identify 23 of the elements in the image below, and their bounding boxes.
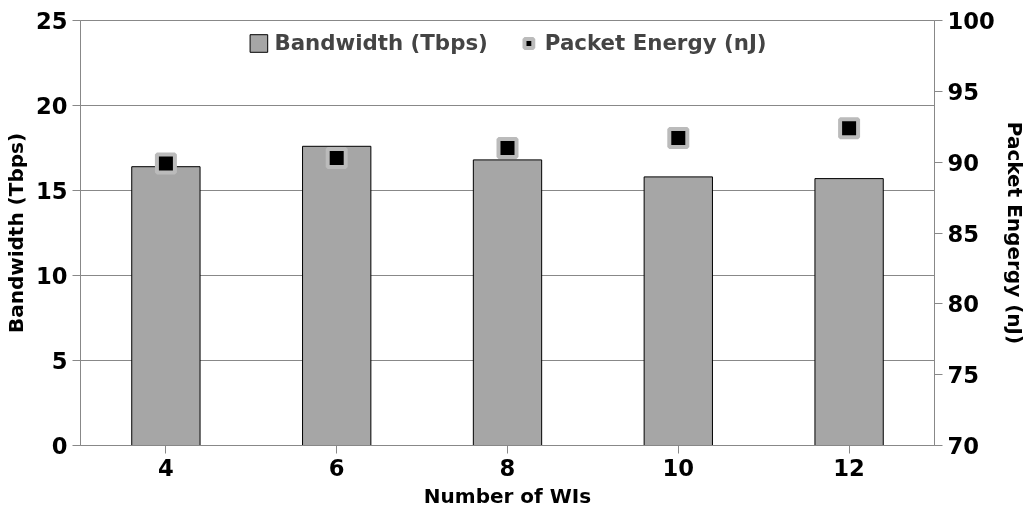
x-axis-title: Number of WIs — [423, 483, 592, 508]
y-tick-label: 5 — [51, 348, 68, 374]
y2-tick-label: 95 — [947, 78, 980, 105]
x-tick-label: 8 — [499, 454, 516, 481]
x-tick-label: 10 — [662, 454, 695, 481]
x-tick-label: 12 — [833, 454, 865, 481]
y-tick-label: 10 — [35, 263, 68, 289]
legend-label: Packet Energy (nJ) — [544, 30, 767, 55]
x-tick-label: 6 — [328, 454, 345, 481]
y-tick-label: 15 — [35, 178, 68, 204]
y2-tick-label: 75 — [947, 362, 980, 389]
y-tick-label: 20 — [35, 93, 68, 119]
legend-label: Bandwidth (Tbps) — [274, 30, 488, 55]
x-tick-label: 4 — [158, 454, 174, 481]
y2-tick-label: 100 — [947, 8, 995, 34]
y-tick-label: 25 — [35, 8, 68, 34]
y2-axis-title: Packet Engergy (nJ) — [1002, 121, 1027, 345]
y2-tick-label: 80 — [947, 291, 980, 318]
y-tick-label: 0 — [51, 433, 68, 459]
y2-tick-label: 70 — [947, 433, 980, 459]
y2-tick-label: 85 — [947, 220, 980, 247]
y2-tick-label: 90 — [947, 149, 980, 176]
y-axis-title: Bandwidth (Tbps) — [3, 132, 28, 334]
